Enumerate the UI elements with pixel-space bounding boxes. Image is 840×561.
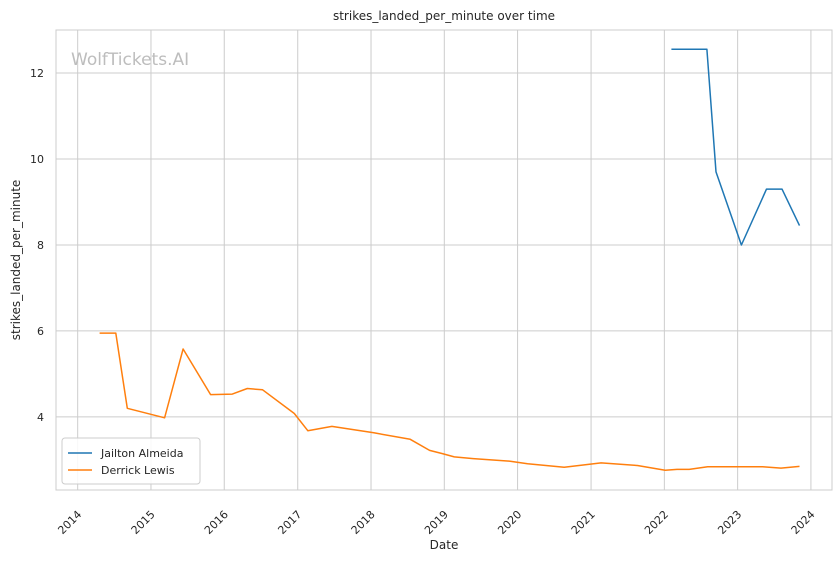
legend-label-2: Derrick Lewis (101, 464, 175, 477)
y-tick-label: 10 (30, 153, 44, 166)
y-axis-ticks: 4 6 8 10 12 (30, 67, 44, 424)
x-axis-label: Date (430, 538, 459, 552)
y-tick-label: 8 (37, 239, 44, 252)
chart-title: strikes_landed_per_minute over time (333, 9, 555, 23)
legend-label-1: Jailton Almeida (100, 447, 183, 460)
series-layer (99, 48, 801, 471)
y-tick-label: 12 (30, 67, 44, 80)
grid (56, 30, 832, 490)
series-line-1 (671, 48, 801, 246)
y-axis-label: strikes_landed_per_minute (9, 180, 23, 341)
y-tick-label: 6 (37, 325, 44, 338)
legend-box (61, 437, 201, 485)
watermark: WolfTickets.AI (71, 50, 189, 70)
legend: Jailton Almeida Derrick Lewis (61, 437, 201, 485)
plot-frame (55, 29, 833, 491)
y-tick-label: 4 (37, 411, 44, 424)
series-line-2 (99, 332, 800, 471)
